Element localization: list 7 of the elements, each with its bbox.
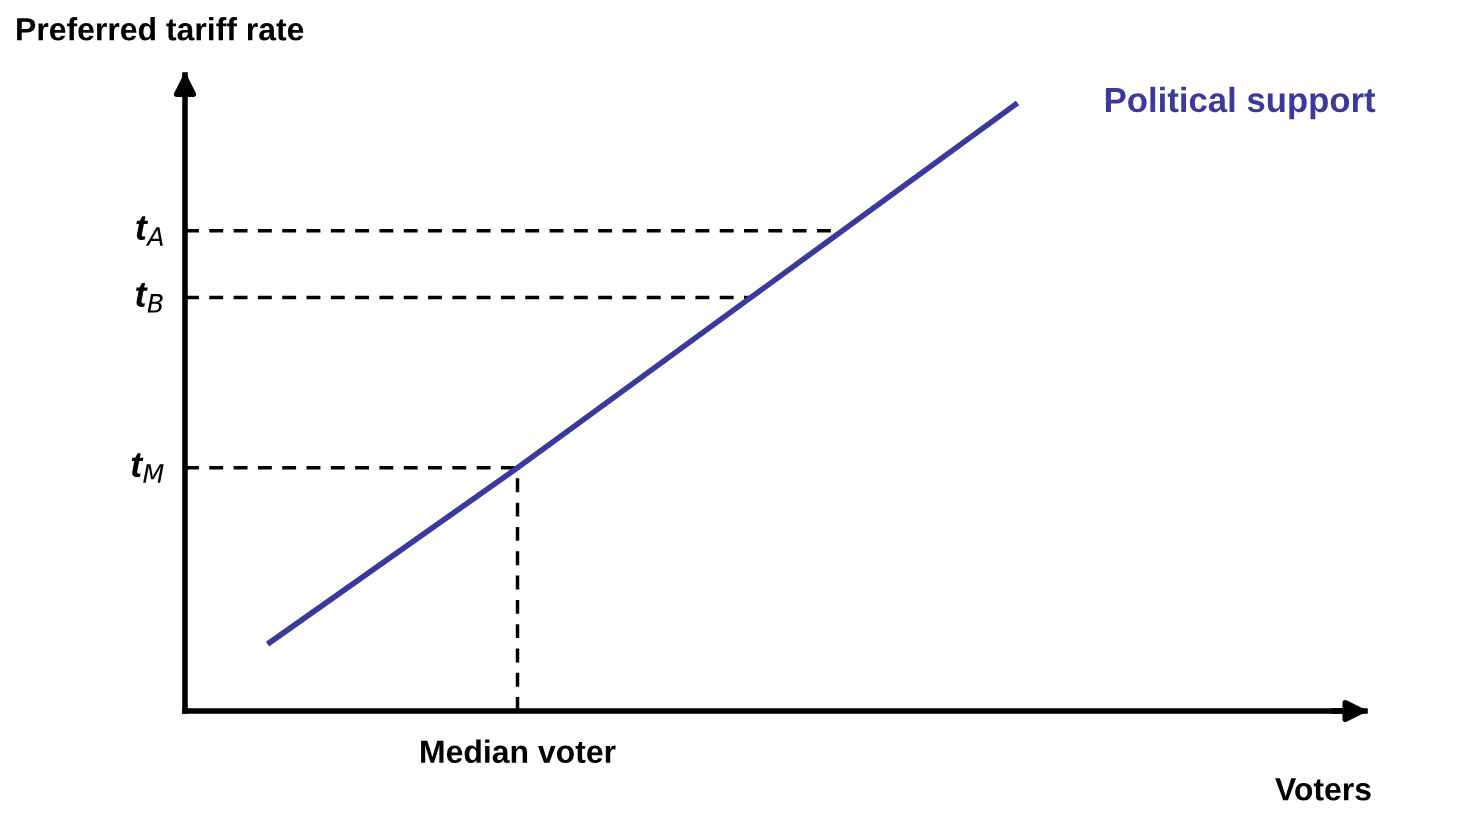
ref-line-label: t$_{B}$ bbox=[136, 283, 163, 313]
annotation: Median voter bbox=[421, 739, 616, 764]
ref-line-label: t$_{A}$ bbox=[136, 216, 163, 246]
x-axis-title: Voters bbox=[1275, 778, 1371, 801]
y-axis-title: Preferred tariff rate bbox=[17, 17, 304, 41]
text: Political support bbox=[1105, 86, 1376, 120]
ref-line-label: t$_{M}$ bbox=[131, 453, 164, 483]
